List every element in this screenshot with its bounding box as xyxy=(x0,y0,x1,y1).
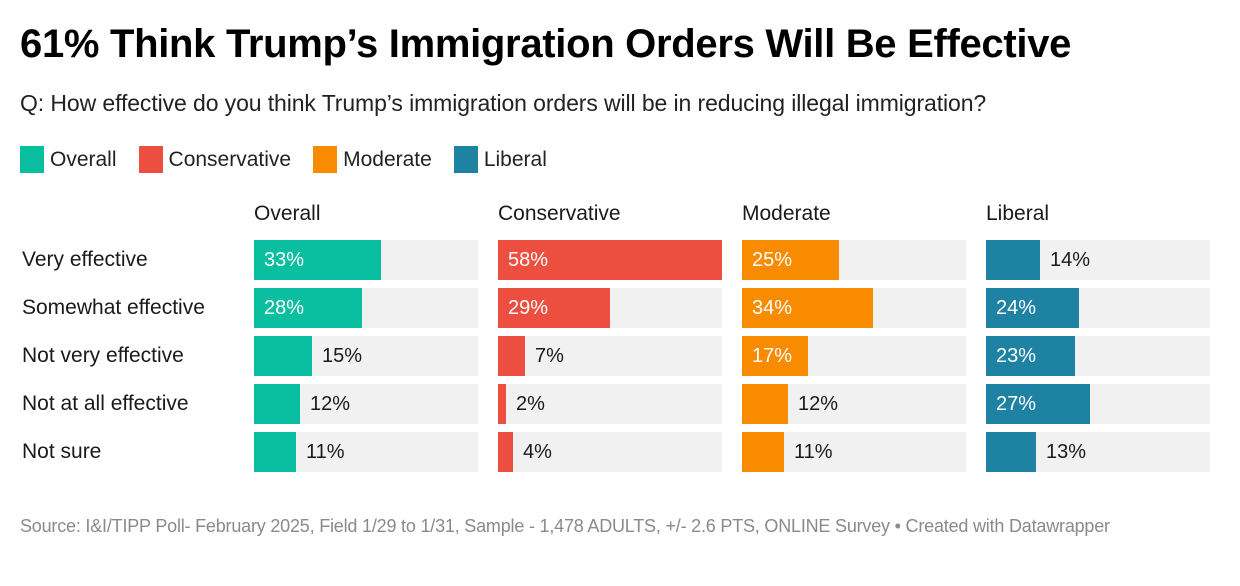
bar-track-liberal-not-sure: 13% xyxy=(986,432,1210,472)
legend-label-liberal: Liberal xyxy=(483,147,547,171)
bar-liberal-somewhat-effective xyxy=(986,288,1079,328)
legend-swatch-liberal xyxy=(453,146,478,173)
bar-liberal-very-effective xyxy=(986,240,1040,280)
bar-liberal-not-very-effective xyxy=(986,336,1075,376)
data-label-moderate-not-sure: 11% xyxy=(794,441,833,463)
bar-moderate-somewhat-effective xyxy=(742,288,873,328)
panel-title-conservative: Conservative xyxy=(498,202,621,225)
data-label-liberal-not-at-all-effective: 27% xyxy=(996,393,1037,415)
data-label-liberal-somewhat-effective: 24% xyxy=(996,297,1037,319)
bar-track-liberal-not-very-effective: 23% xyxy=(986,336,1210,376)
legend: Overall Conservative Moderate Liberal xyxy=(20,146,569,173)
data-label-overall-not-sure: 11% xyxy=(306,441,345,463)
legend-label-moderate: Moderate xyxy=(343,147,432,171)
chart-subtitle: Q: How effective do you think Trump’s im… xyxy=(20,90,987,116)
data-label-conservative-somewhat-effective: 29% xyxy=(508,297,549,319)
chart-title: 61% Think Trump’s Immigration Orders Wil… xyxy=(20,22,1072,66)
bar-track-liberal-very-effective: 14% xyxy=(986,240,1210,280)
row-label-very-effective: Very effective xyxy=(22,248,148,271)
data-label-liberal-not-very-effective: 23% xyxy=(996,345,1037,367)
data-label-moderate-very-effective: 25% xyxy=(752,249,793,271)
legend-label-overall: Overall xyxy=(50,147,117,171)
bar-track-moderate-not-sure: 11% xyxy=(742,432,966,472)
legend-swatch-overall xyxy=(20,146,44,173)
bar-track-conservative-not-sure: 4% xyxy=(498,432,722,472)
source-note: Source: I&I/TIPP Poll- February 2025, Fi… xyxy=(20,516,1110,536)
bar-track-overall-not-very-effective: 15% xyxy=(254,336,478,376)
row-label-not-at-all-effective: Not at all effective xyxy=(22,392,189,415)
data-label-conservative-very-effective: 58% xyxy=(508,249,549,271)
bar-liberal-not-sure xyxy=(986,432,1036,472)
bar-track-conservative-very-effective: 58% xyxy=(498,240,722,280)
legend-label-conservative: Conservative xyxy=(168,147,292,171)
bar-conservative-not-at-all-effective xyxy=(498,384,506,424)
bar-track-overall-not-sure: 11% xyxy=(254,432,478,472)
data-label-moderate-not-at-all-effective: 12% xyxy=(798,393,839,415)
legend-item-overall: Overall xyxy=(20,146,117,173)
data-label-liberal-not-sure: 13% xyxy=(1046,441,1087,463)
panel-title-moderate: Moderate xyxy=(742,202,831,225)
bar-moderate-very-effective xyxy=(742,240,839,280)
bar-track-liberal-somewhat-effective: 24% xyxy=(986,288,1210,328)
panel-title-overall: Overall xyxy=(254,202,321,225)
bar-track-moderate-very-effective: 25% xyxy=(742,240,966,280)
panel-title-liberal: Liberal xyxy=(986,202,1050,225)
legend-swatch-moderate xyxy=(313,146,338,173)
legend-swatch-conservative xyxy=(138,146,163,173)
bar-overall-somewhat-effective xyxy=(254,288,362,328)
bar-liberal-not-at-all-effective xyxy=(986,384,1090,424)
bar-track-overall-very-effective: 33% xyxy=(254,240,478,280)
data-label-overall-not-at-all-effective: 12% xyxy=(310,393,351,415)
bar-track-moderate-somewhat-effective: 34% xyxy=(742,288,966,328)
data-label-moderate-not-very-effective: 17% xyxy=(752,345,793,367)
bar-moderate-not-very-effective xyxy=(742,336,808,376)
legend-item-conservative: Conservative xyxy=(138,146,292,173)
data-label-conservative-not-at-all-effective: 2% xyxy=(516,393,545,415)
bar-conservative-not-very-effective xyxy=(498,336,525,376)
bar-overall-not-very-effective xyxy=(254,336,312,376)
bar-track-moderate-not-very-effective: 17% xyxy=(742,336,966,376)
bar-overall-not-sure xyxy=(254,432,296,472)
bar-moderate-not-sure xyxy=(742,432,784,472)
bar-overall-very-effective xyxy=(254,240,381,280)
bar-track-overall-not-at-all-effective: 12% xyxy=(254,384,478,424)
bar-track-conservative-not-very-effective: 7% xyxy=(498,336,722,376)
bar-overall-not-at-all-effective xyxy=(254,384,300,424)
data-label-overall-somewhat-effective: 28% xyxy=(264,297,305,319)
data-label-liberal-very-effective: 14% xyxy=(1050,249,1091,271)
row-label-somewhat-effective: Somewhat effective xyxy=(22,296,205,319)
bar-moderate-not-at-all-effective xyxy=(742,384,788,424)
row-label-not-very-effective: Not very effective xyxy=(22,344,184,367)
bar-track-liberal-not-at-all-effective: 27% xyxy=(986,384,1210,424)
data-label-conservative-not-very-effective: 7% xyxy=(535,345,564,367)
bar-track-moderate-not-at-all-effective: 12% xyxy=(742,384,966,424)
data-label-overall-very-effective: 33% xyxy=(264,249,305,271)
row-label-not-sure: Not sure xyxy=(22,440,102,463)
data-label-conservative-not-sure: 4% xyxy=(523,441,552,463)
bar-track-conservative-not-at-all-effective: 2% xyxy=(498,384,722,424)
bar-track-conservative-somewhat-effective: 29% xyxy=(498,288,722,328)
legend-item-moderate: Moderate xyxy=(313,146,432,173)
bar-conservative-somewhat-effective xyxy=(498,288,610,328)
data-label-overall-not-very-effective: 15% xyxy=(322,345,363,367)
data-label-moderate-somewhat-effective: 34% xyxy=(752,297,793,319)
bar-conservative-not-sure xyxy=(498,432,513,472)
legend-item-liberal: Liberal xyxy=(453,146,547,173)
bar-track-overall-somewhat-effective: 28% xyxy=(254,288,478,328)
bar-conservative-very-effective xyxy=(498,240,722,280)
